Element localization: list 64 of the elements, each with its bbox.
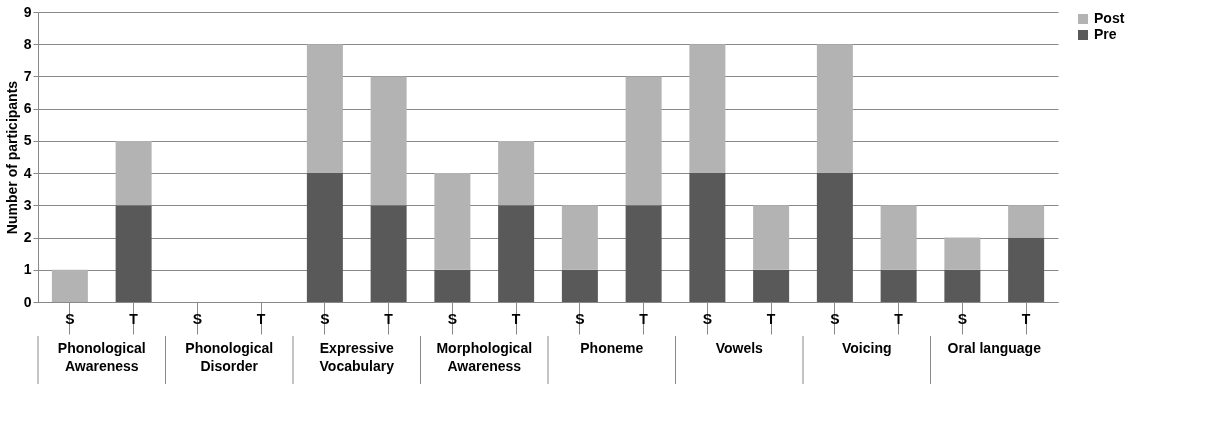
x-tick-label: S bbox=[320, 310, 330, 327]
bar bbox=[561, 205, 598, 270]
bar bbox=[944, 269, 981, 302]
bar bbox=[1008, 205, 1045, 238]
legend-label: Pre bbox=[1094, 26, 1117, 42]
y-tick-label: 0 bbox=[23, 293, 32, 310]
bar bbox=[51, 269, 88, 302]
bar bbox=[880, 205, 917, 270]
bar bbox=[689, 173, 726, 302]
x-tick-label: T bbox=[511, 310, 521, 327]
bar bbox=[306, 173, 343, 302]
y-tick-label: 5 bbox=[23, 132, 32, 149]
x-tick-label: T bbox=[766, 310, 776, 327]
bar bbox=[625, 76, 662, 206]
bar bbox=[434, 269, 471, 302]
x-tick-label: T bbox=[639, 310, 649, 327]
text: Phonological Disorder bbox=[185, 340, 274, 374]
x-tick-label: S bbox=[702, 310, 713, 327]
bar bbox=[498, 140, 535, 206]
bar bbox=[816, 44, 853, 174]
y-tick-label: 4 bbox=[23, 164, 32, 181]
x-tick-label: S bbox=[192, 310, 203, 327]
x-tick-label: T bbox=[256, 310, 266, 327]
bar bbox=[306, 44, 343, 174]
x-tick-label: S bbox=[65, 310, 75, 327]
y-tick-label: 8 bbox=[23, 35, 32, 52]
bar bbox=[370, 205, 407, 302]
bar bbox=[434, 173, 471, 270]
bar bbox=[625, 205, 662, 302]
bar bbox=[944, 237, 981, 270]
x-tick-label: T bbox=[1021, 310, 1031, 327]
bar bbox=[753, 269, 790, 302]
y-tick-label: 7 bbox=[23, 67, 32, 84]
bar bbox=[689, 44, 726, 174]
x-tick-label: T bbox=[384, 310, 394, 327]
text: Expressive Vocabulary bbox=[319, 340, 395, 374]
x-tick-label: S bbox=[957, 310, 968, 327]
text: Phonological Awareness bbox=[57, 340, 146, 374]
bar bbox=[816, 173, 853, 302]
x-tick-label: S bbox=[575, 310, 585, 327]
bar bbox=[1008, 237, 1045, 302]
x-tick-label: T bbox=[129, 310, 139, 327]
x-tick-label: S bbox=[447, 310, 458, 327]
y-tick-label: 1 bbox=[23, 261, 32, 278]
x-tick-label: S bbox=[830, 310, 840, 327]
text: Voicing bbox=[841, 340, 892, 356]
x-tick-label: T bbox=[894, 310, 904, 327]
y-axis-title: Number of participants bbox=[3, 80, 20, 235]
bar bbox=[753, 205, 790, 270]
bar bbox=[498, 205, 535, 302]
text: Morphological Awareness bbox=[436, 340, 533, 374]
y-tick-label: 6 bbox=[23, 100, 32, 117]
text: Vowels bbox=[715, 340, 764, 356]
y-tick-label: 3 bbox=[23, 196, 32, 213]
y-tick-label: 9 bbox=[23, 3, 32, 20]
y-tick-label: 2 bbox=[23, 229, 32, 246]
bar bbox=[880, 269, 917, 302]
bar bbox=[115, 205, 152, 302]
text: Phoneme bbox=[580, 340, 644, 356]
text: Oral language bbox=[947, 340, 1042, 356]
bar bbox=[370, 76, 407, 206]
bar bbox=[561, 269, 598, 302]
legend-label: Post bbox=[1094, 10, 1125, 26]
bar bbox=[115, 140, 152, 206]
